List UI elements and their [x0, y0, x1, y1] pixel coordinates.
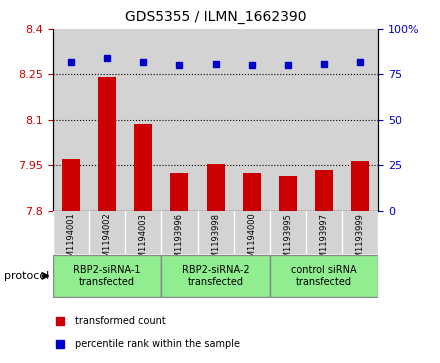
Text: GSM1193999: GSM1193999 [356, 213, 365, 269]
Bar [98, 77, 116, 211]
Bar [234, 29, 270, 211]
Bar [315, 170, 333, 211]
Text: GSM1194001: GSM1194001 [66, 213, 75, 269]
Bar [306, 211, 342, 254]
Title: GDS5355 / ILMN_1662390: GDS5355 / ILMN_1662390 [125, 10, 306, 24]
Bar [161, 29, 198, 211]
Bar [89, 29, 125, 211]
Bar [170, 173, 188, 211]
Bar [206, 164, 225, 211]
Bar [125, 29, 161, 211]
Bar [270, 211, 306, 254]
Text: GSM1193998: GSM1193998 [211, 213, 220, 269]
Text: RBP2-siRNA-1
transfected: RBP2-siRNA-1 transfected [73, 265, 141, 287]
Bar [198, 29, 234, 211]
Bar [342, 29, 378, 211]
Text: GSM1193995: GSM1193995 [283, 213, 293, 269]
Bar [351, 160, 369, 211]
Text: control siRNA
transfected: control siRNA transfected [291, 265, 357, 287]
Text: RBP2-siRNA-2
transfected: RBP2-siRNA-2 transfected [182, 265, 249, 287]
Bar [198, 211, 234, 254]
Text: GSM1193996: GSM1193996 [175, 213, 184, 269]
Bar [243, 173, 261, 211]
Bar [89, 211, 125, 254]
Text: GSM1193997: GSM1193997 [319, 213, 329, 269]
Bar [134, 124, 152, 211]
Bar [234, 211, 270, 254]
FancyBboxPatch shape [270, 255, 378, 297]
Bar [161, 211, 198, 254]
Bar [62, 159, 80, 211]
Text: transformed count: transformed count [75, 316, 166, 326]
Text: GSM1194002: GSM1194002 [103, 213, 112, 269]
Text: protocol: protocol [4, 271, 50, 281]
Bar [53, 29, 89, 211]
Bar [306, 29, 342, 211]
FancyBboxPatch shape [161, 255, 270, 297]
Bar [279, 176, 297, 211]
Text: percentile rank within the sample: percentile rank within the sample [75, 339, 240, 349]
Text: GSM1194003: GSM1194003 [139, 213, 148, 269]
Bar [270, 29, 306, 211]
Bar [342, 211, 378, 254]
Bar [125, 211, 161, 254]
Bar [53, 211, 89, 254]
Text: GSM1194000: GSM1194000 [247, 213, 256, 269]
FancyBboxPatch shape [53, 255, 161, 297]
